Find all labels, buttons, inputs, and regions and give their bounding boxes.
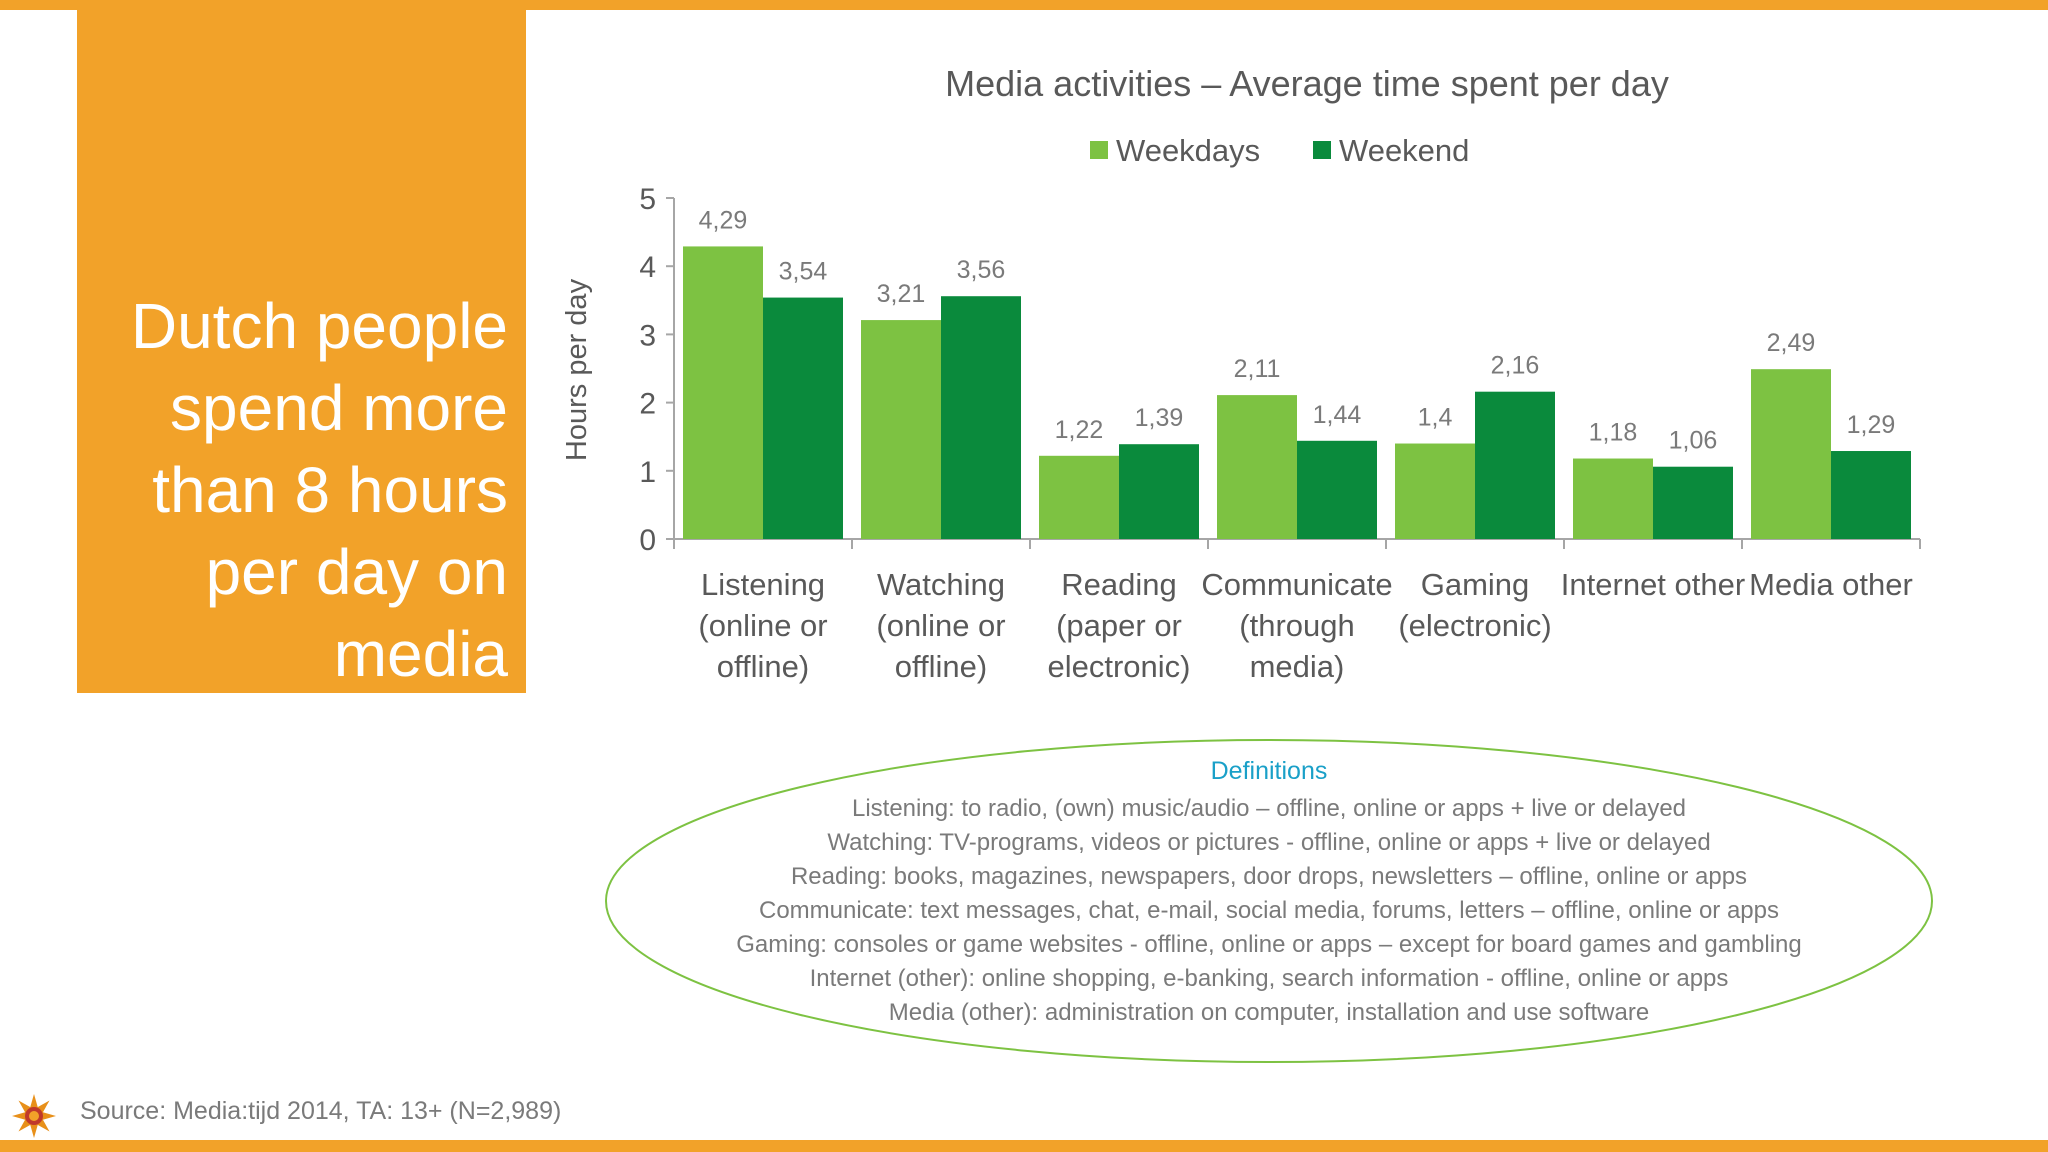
definition-line: Gaming: consoles or game websites - offl…: [736, 931, 1802, 958]
bar: [1395, 443, 1475, 539]
bar: [1653, 466, 1733, 539]
bar: [1475, 391, 1555, 539]
bar-value-label: 1,06: [1669, 427, 1718, 455]
bar-value-label: 2,11: [1234, 355, 1281, 383]
category-label: Reading: [1061, 567, 1176, 602]
legend-label: Weekdays: [1116, 133, 1260, 168]
bar-value-label: 1,18: [1589, 419, 1638, 447]
category-label: offline): [717, 649, 810, 684]
category-label: (paper or: [1056, 608, 1182, 643]
category-label: (online or: [876, 608, 1005, 643]
category-label: media): [1250, 649, 1345, 684]
definition-line: Watching: TV-programs, videos or picture…: [827, 829, 1711, 856]
legend-swatch: [1313, 141, 1331, 159]
definitions-list: Listening: to radio, (own) music/audio –…: [603, 792, 1935, 1030]
bar: [683, 246, 763, 539]
category-label: Gaming: [1421, 567, 1530, 602]
definition-line: Communicate: text messages, chat, e-mail…: [758, 897, 1779, 924]
bar-value-label: 1,22: [1055, 416, 1104, 444]
bar: [1119, 444, 1199, 539]
category-label: (online or: [698, 608, 827, 643]
category-label: (through: [1239, 608, 1354, 643]
bar-value-label: 1,39: [1135, 404, 1184, 432]
definition-line: Internet (other): online shopping, e-ban…: [809, 965, 1729, 992]
category-label: electronic): [1048, 649, 1191, 684]
definition-line: Media (other): administration on compute…: [888, 999, 1650, 1026]
bar-value-label: 3,21: [877, 280, 926, 308]
bar-value-label: 2,16: [1491, 352, 1540, 380]
bar-value-label: 2,49: [1767, 329, 1816, 357]
y-tick-label: 3: [639, 319, 656, 352]
category-label: Media other: [1749, 567, 1913, 602]
y-tick-label: 1: [639, 456, 656, 489]
bottom-accent-bar: [0, 1140, 2048, 1152]
bar-chart: Media activities – Average time spent pe…: [561, 63, 1921, 684]
definitions-ellipse: [605, 739, 1933, 1063]
category-label: Communicate: [1201, 567, 1392, 602]
bar: [861, 320, 941, 539]
y-tick-label: 4: [639, 251, 656, 284]
legend-swatch: [1090, 141, 1108, 159]
y-tick-label: 2: [639, 388, 656, 421]
bar: [1573, 458, 1653, 539]
headline-line: Dutch people: [130, 290, 508, 362]
legend-label: Weekend: [1339, 133, 1469, 168]
category-label: Watching: [877, 567, 1005, 602]
bar-value-label: 1,44: [1313, 401, 1362, 429]
headline-line: media: [333, 618, 508, 690]
top-accent-bar: [0, 0, 2048, 10]
y-axis-title: Hours per day: [561, 278, 593, 461]
category-label: (electronic): [1398, 608, 1551, 643]
bar-value-label: 1,29: [1847, 411, 1896, 439]
headline-panel: Dutch people spend more than 8 hours per…: [77, 10, 526, 693]
headline-line: spend more: [170, 372, 508, 444]
category-label: offline): [895, 649, 988, 684]
bar-value-label: 1,4: [1418, 404, 1453, 432]
bar: [1217, 395, 1297, 539]
bar: [941, 296, 1021, 539]
bar: [763, 297, 843, 539]
category-label: Listening: [701, 567, 825, 602]
bar: [1039, 455, 1119, 539]
bar-value-label: 3,56: [957, 256, 1006, 284]
y-tick-label: 0: [639, 524, 656, 557]
definition-line: Reading: books, magazines, newspapers, d…: [790, 863, 1748, 890]
headline-line: per day on: [205, 536, 508, 608]
category-label: Internet other: [1561, 567, 1745, 602]
bar: [1297, 440, 1377, 539]
definition-line: Listening: to radio, (own) music/audio –…: [851, 795, 1687, 822]
headline-line: than 8 hours: [152, 454, 508, 526]
sun-logo-icon: [12, 1094, 56, 1138]
definitions-box: Definitions Listening: to radio, (own) m…: [603, 737, 1935, 1065]
bar-value-label: 3,54: [779, 258, 828, 286]
bar: [1831, 451, 1911, 539]
bar-value-label: 4,29: [699, 206, 748, 234]
y-tick-label: 5: [639, 183, 656, 216]
definitions-title: Definitions: [1210, 757, 1328, 785]
headline-text: Dutch people spend more than 8 hours per…: [88, 285, 508, 695]
chart-title: Media activities – Average time spent pe…: [945, 63, 1669, 104]
source-note: Source: Media:tijd 2014, TA: 13+ (N=2,98…: [80, 1097, 562, 1125]
bar: [1751, 369, 1831, 539]
